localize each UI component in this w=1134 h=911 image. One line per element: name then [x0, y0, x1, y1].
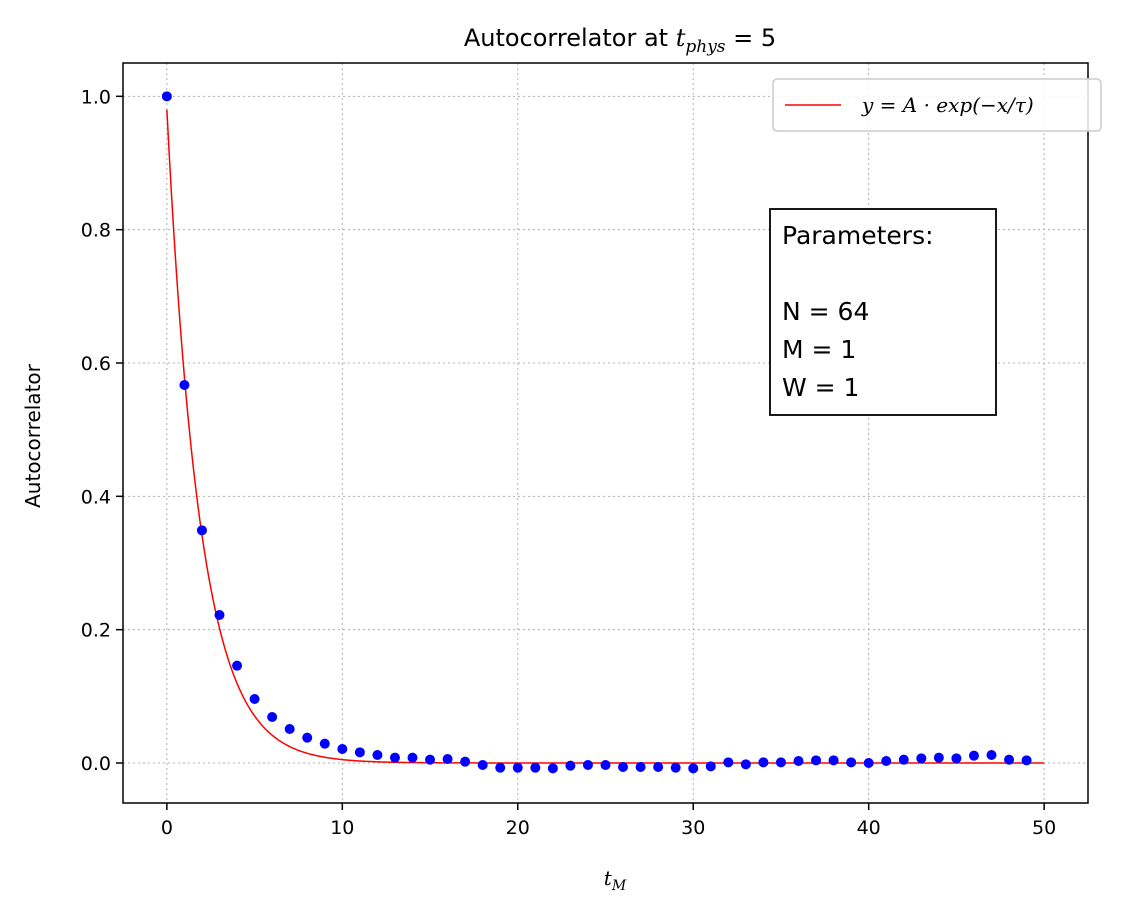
legend-box	[772, 78, 1102, 132]
data-point	[688, 763, 699, 774]
y-tick-label: 0.2	[81, 620, 111, 642]
data-point	[670, 762, 681, 773]
data-point	[267, 712, 278, 722]
chart-title-math-rest: = 5	[726, 24, 777, 52]
grid	[123, 63, 1088, 803]
data-point	[354, 747, 365, 758]
x-tick-label: 30	[681, 817, 705, 839]
data-point	[775, 757, 786, 768]
data-point	[530, 762, 541, 773]
data-point	[460, 756, 471, 767]
data-point	[863, 758, 874, 768]
x-tick-label: 40	[857, 817, 881, 839]
data-point	[811, 755, 822, 766]
parameters-n: N = 64	[782, 297, 869, 326]
data-point	[319, 738, 330, 749]
chart-title-text: Autocorrelator at	[464, 24, 676, 52]
axes-frame	[122, 62, 1089, 804]
data-point	[933, 752, 944, 763]
data-point	[898, 754, 909, 765]
x-axis-label-base: t	[604, 866, 613, 890]
x-tick-label: 20	[506, 817, 530, 839]
data-point	[951, 753, 962, 764]
data-point	[232, 660, 243, 671]
data-point	[547, 763, 558, 774]
parameters-title: Parameters:	[782, 221, 934, 250]
data-point	[284, 724, 295, 734]
x-tick-label: 10	[330, 817, 354, 839]
data-point	[495, 762, 506, 773]
data-point	[618, 762, 629, 772]
x-axis-label: tM	[604, 866, 627, 894]
data-point	[986, 750, 997, 760]
data-point	[1021, 755, 1032, 766]
data-point	[793, 756, 804, 766]
legend: y = A · exp(−x/τ)	[772, 78, 1102, 132]
data-point	[828, 755, 839, 766]
data-point	[916, 753, 927, 764]
data-point	[968, 750, 979, 761]
data-point	[425, 754, 436, 765]
data-point	[249, 694, 260, 704]
y-axis-label: Autocorrelator	[21, 363, 45, 508]
data-point	[196, 525, 207, 536]
data-point	[179, 380, 190, 390]
data-point	[512, 762, 523, 773]
y-ticks: 0.0 0.2 0.4 0.6 0.8 1.0	[81, 86, 123, 775]
y-tick-label: 0.8	[81, 220, 111, 242]
legend-entry-label: y = A · exp(−x/τ)	[861, 93, 1034, 117]
y-tick-label: 0.4	[81, 486, 111, 508]
chart-title-math-base: t	[676, 24, 686, 52]
x-tick-label: 0	[161, 817, 173, 839]
data-point	[477, 760, 488, 770]
data-point	[407, 752, 418, 763]
data-point	[653, 762, 664, 772]
x-tick-label: 50	[1032, 817, 1056, 839]
chart-title: Autocorrelator at tphys = 5	[464, 24, 776, 57]
parameters-box	[769, 208, 997, 416]
data-point	[723, 757, 734, 768]
data-point	[600, 760, 611, 770]
data-point	[740, 759, 751, 770]
data-point	[337, 744, 348, 754]
data-point	[302, 732, 313, 743]
data-points-layer	[161, 91, 1032, 774]
data-point	[214, 610, 225, 620]
y-tick-label: 0.0	[81, 753, 111, 775]
data-point	[372, 750, 383, 760]
data-point	[565, 760, 576, 771]
chart-title-math-sub: phys	[685, 37, 725, 57]
x-ticks: 0 10 20 30 40 50	[161, 803, 1056, 839]
data-point	[1004, 754, 1015, 765]
data-point	[161, 91, 172, 102]
data-point	[442, 754, 453, 764]
parameters-annotation: Parameters: N = 64 M = 1 W = 1	[769, 208, 997, 416]
y-tick-label: 1.0	[81, 86, 111, 108]
data-point	[881, 756, 892, 766]
data-point	[705, 761, 716, 772]
data-point	[758, 757, 769, 768]
data-point	[582, 760, 593, 770]
parameters-m: M = 1	[782, 335, 856, 364]
data-point	[635, 762, 646, 772]
data-point	[846, 757, 857, 768]
x-axis-label-sub: M	[611, 878, 627, 894]
y-tick-label: 0.6	[81, 353, 111, 375]
data-point	[389, 752, 400, 763]
parameters-w: W = 1	[782, 373, 859, 402]
